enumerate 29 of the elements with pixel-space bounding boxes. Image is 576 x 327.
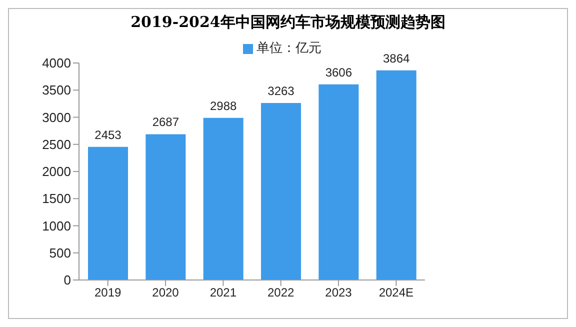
data-label: 3263 <box>268 84 295 98</box>
y-tick-label: 4000 <box>42 56 71 71</box>
y-tick-label: 500 <box>49 245 71 260</box>
x-tick-label: 2020 <box>152 286 180 300</box>
data-label: 2988 <box>210 98 238 113</box>
x-tick-label: 2023 <box>325 286 352 300</box>
bar <box>88 146 128 280</box>
x-tick-label: 2021 <box>210 286 237 300</box>
data-label: 2687 <box>152 115 180 130</box>
bar <box>146 134 186 280</box>
y-tick-label: 2500 <box>42 136 71 152</box>
bar <box>318 84 359 280</box>
y-tick-label: 1000 <box>42 218 71 234</box>
chart-title: 2019-2024年中国网约车市场规模预测趋势图 <box>130 12 446 33</box>
y-tick-label: 2000 <box>42 164 71 180</box>
y-tick-label: 0 <box>64 272 71 288</box>
data-label: 2453 <box>94 128 122 142</box>
y-tick-label: 3000 <box>42 110 71 125</box>
x-tick-label: 2019 <box>94 286 122 300</box>
y-tick-label: 1500 <box>42 191 71 206</box>
bar <box>261 102 301 280</box>
bar <box>203 118 244 280</box>
x-tick-label: 2022 <box>267 286 295 300</box>
x-tick-label: 2024E <box>378 286 414 300</box>
bar <box>376 70 416 280</box>
y-tick-label: 3500 <box>42 82 71 98</box>
legend-label: 单位：亿元 <box>256 40 322 55</box>
data-label: 3864 <box>382 51 410 66</box>
data-label: 3606 <box>325 65 352 80</box>
